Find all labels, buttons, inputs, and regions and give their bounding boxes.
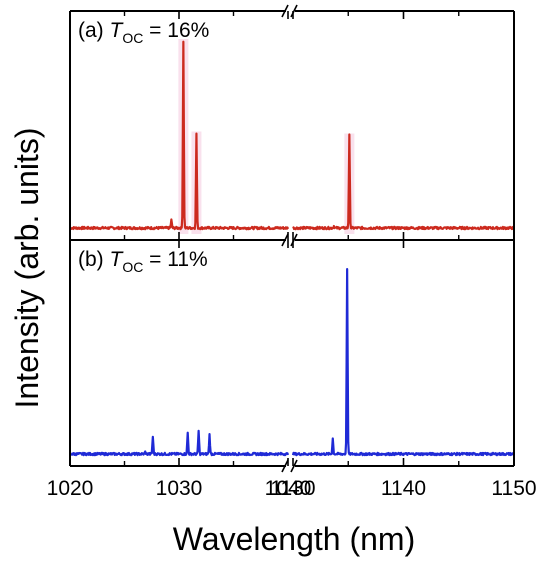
x-tick-label: 1150 [491,477,536,500]
panel-label-prefix: (b) [78,248,110,271]
axes-frames [69,10,515,467]
spectrum-line-left [69,429,290,457]
break-mark [290,233,298,247]
panel-label-symbol: T [110,248,125,271]
panels-group: (a) TOC = 16%(b) TOC = 11% [69,19,515,457]
break-mark [281,233,289,247]
panel-b: (b) TOC = 11% [69,248,515,457]
x-tick-label: 1040 [265,477,312,500]
panel-label-prefix: (a) [78,19,110,42]
y-axis-label: Intensity (arb. units) [9,128,45,409]
break-mark [290,459,298,473]
panel-label-value: = 16% [143,19,209,42]
break-mark [281,459,289,473]
panel-label-subscript: OC [122,259,143,275]
x-tick-label: 1140 [381,477,426,500]
spectrum-line-right [292,133,515,231]
x-tick-label: 1130 [270,477,315,500]
spectrum-line-left [69,40,290,231]
break-mark [281,4,289,18]
x-axis-label: Wavelength (nm) [173,521,415,557]
panel-label: (b) TOC = 11% [78,248,208,275]
axis-break-marks [281,4,298,473]
break-mark [290,4,298,18]
panel-label-value: = 11% [143,248,207,271]
panel-label-symbol: T [110,19,125,42]
x-tick-label: 1030 [156,477,203,500]
panel-label-subscript: OC [122,30,143,46]
x-tick-label: 1020 [47,477,94,500]
spectrum-line-right [291,268,515,457]
panel-label: (a) TOC = 16% [78,19,209,46]
panel-a: (a) TOC = 16% [69,19,515,234]
